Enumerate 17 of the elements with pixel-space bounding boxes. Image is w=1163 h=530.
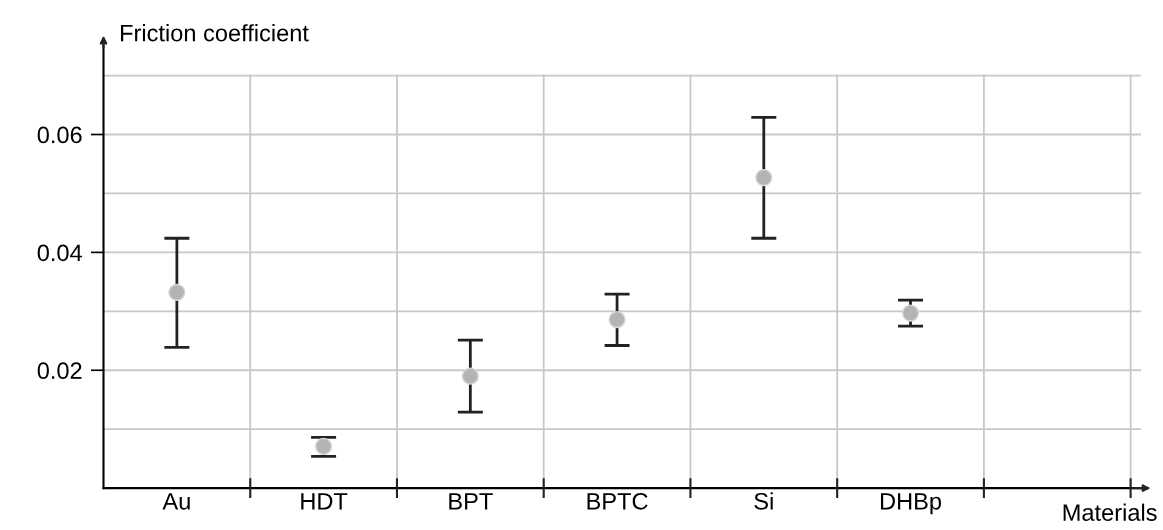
point [461, 367, 479, 385]
point [901, 304, 920, 322]
y-tick-label: 0.06 [37, 126, 82, 144]
y-tick-label: 0.02 [37, 362, 82, 380]
y-tick-label: 0.04 [37, 244, 82, 262]
x-tick-label: HDT [301, 493, 348, 510]
point [608, 310, 626, 329]
x-axis-title: Materials [1063, 503, 1157, 521]
point [168, 283, 186, 302]
x-tick-label: Au [162, 493, 190, 510]
x-tick-label: BPT [449, 493, 493, 510]
x-tick-label: BPTC [587, 492, 648, 510]
point [314, 437, 333, 455]
x-tick-label: Si [754, 492, 773, 510]
y-axis-title: Friction coefficient [121, 24, 309, 42]
x-tick-label: DHBp [880, 493, 942, 515]
point [755, 168, 773, 187]
